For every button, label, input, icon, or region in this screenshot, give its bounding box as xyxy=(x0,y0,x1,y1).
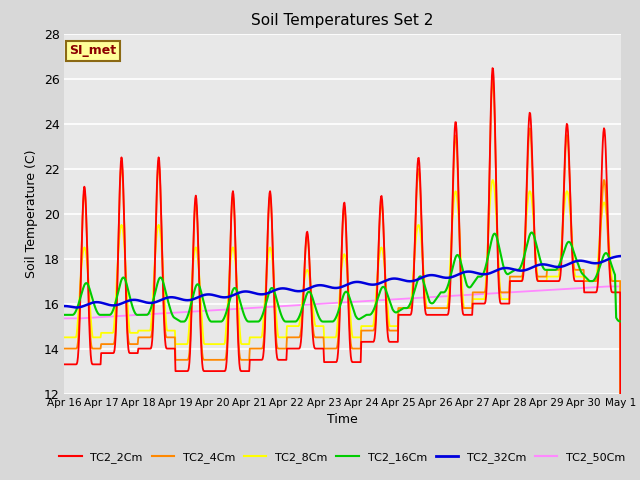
Y-axis label: Soil Temperature (C): Soil Temperature (C) xyxy=(26,149,38,278)
Title: Soil Temperatures Set 2: Soil Temperatures Set 2 xyxy=(252,13,433,28)
Text: SI_met: SI_met xyxy=(70,44,116,58)
Legend: TC2_2Cm, TC2_4Cm, TC2_8Cm, TC2_16Cm, TC2_32Cm, TC2_50Cm: TC2_2Cm, TC2_4Cm, TC2_8Cm, TC2_16Cm, TC2… xyxy=(55,447,630,467)
X-axis label: Time: Time xyxy=(327,413,358,426)
